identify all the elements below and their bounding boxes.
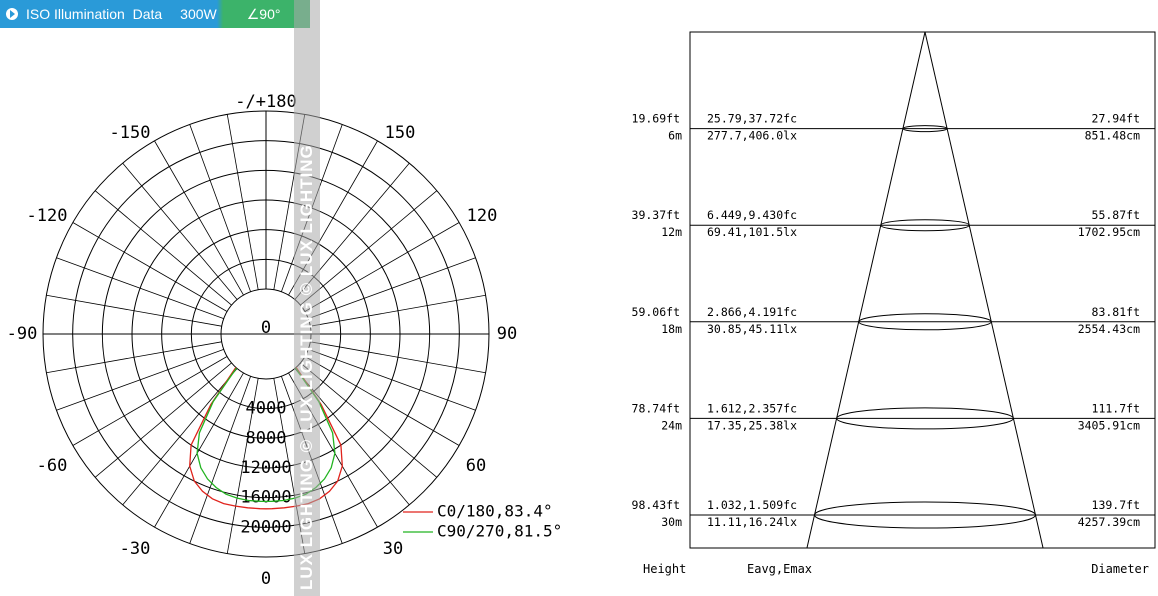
series-line-1 — [196, 367, 336, 503]
angle-label: -150 — [110, 123, 151, 143]
eavg-fc-value: 1.612,2.357fc — [707, 401, 797, 415]
beam-ellipse — [880, 219, 970, 232]
watermark-band — [294, 0, 320, 596]
angle-label: 90 — [497, 324, 517, 344]
radial-label: 8000 — [246, 428, 287, 448]
grid-spoke — [154, 140, 244, 296]
eavg-fc-value: 6.449,9.430fc — [707, 208, 797, 222]
header-angle: ∠90° — [246, 5, 281, 22]
grid-spoke — [226, 378, 259, 554]
cone-edge-right — [924, 31, 1044, 549]
diameter-cm-value: 3405.91cm — [1078, 418, 1140, 432]
eavg-lx-value: 17.35,25.38lx — [707, 418, 797, 432]
grid-spoke — [310, 294, 486, 327]
column-header: Eavg,Emax — [747, 562, 812, 576]
height-m-label: 18m — [661, 322, 682, 336]
grid-spoke — [189, 376, 251, 544]
radial-label: 0 — [261, 318, 271, 338]
series-line-0 — [189, 367, 343, 510]
column-header: Diameter — [1091, 562, 1149, 576]
header-bar: ISO Illumination Data 300W ∠90° — [0, 0, 310, 28]
cone-edge-left — [806, 31, 926, 549]
angle-label: -120 — [27, 206, 68, 226]
grid-spoke — [46, 341, 222, 374]
diameter-ft-value: 83.81ft — [1092, 305, 1140, 319]
grid-spoke — [56, 349, 224, 411]
grid-spoke — [46, 294, 222, 327]
eavg-lx-value: 30.85,45.11lx — [707, 322, 797, 336]
angle-label: 0 — [261, 569, 271, 589]
grid-spoke — [72, 222, 228, 312]
beam-ellipse — [858, 313, 992, 331]
grid-spoke — [304, 356, 460, 446]
grid-spoke — [122, 162, 238, 300]
grid-spoke — [189, 124, 251, 292]
radial-label: 4000 — [246, 399, 287, 419]
header-power: 300W — [180, 6, 217, 22]
eavg-lx-value: 69.41,101.5lx — [707, 225, 797, 239]
diameter-ft-value: 55.87ft — [1092, 208, 1140, 222]
grid-spoke — [56, 257, 224, 319]
grid-spoke — [94, 362, 232, 478]
angle-label: 60 — [466, 456, 486, 476]
beam-ellipse — [902, 125, 948, 133]
angle-label: 30 — [383, 539, 403, 559]
diameter-cm-value: 1702.95cm — [1078, 225, 1140, 239]
height-m-label: 12m — [661, 225, 682, 239]
grid-spoke — [304, 222, 460, 312]
beam-ellipse — [836, 407, 1014, 430]
grid-spoke — [308, 257, 476, 319]
eavg-fc-value: 2.866,4.191fc — [707, 305, 797, 319]
angle-label: 120 — [467, 206, 498, 226]
eavg-fc-value: 1.032,1.509fc — [707, 498, 797, 512]
diameter-ft-value: 27.94ft — [1092, 112, 1140, 126]
height-m-label: 6m — [668, 129, 682, 143]
header-title: ISO Illumination Data — [26, 6, 163, 22]
eavg-lx-value: 11.11,16.24lx — [707, 515, 797, 529]
grid-spoke — [226, 114, 259, 290]
diameter-cm-value: 2554.43cm — [1078, 322, 1140, 336]
angle-label: -/+180 — [235, 92, 296, 112]
radial-label: 12000 — [240, 458, 291, 478]
diameter-cm-value: 851.48cm — [1085, 129, 1140, 143]
height-m-label: 24m — [661, 418, 682, 432]
grid-spoke — [154, 372, 244, 528]
grid-spoke — [300, 190, 438, 306]
radial-label: 16000 — [240, 488, 291, 508]
height-m-label: 30m — [661, 515, 682, 529]
legend-label-1: C90/270,81.5° — [437, 522, 562, 541]
eavg-lx-value: 277.7,406.0lx — [707, 129, 797, 143]
grid-spoke — [310, 341, 486, 374]
grid-spoke — [72, 356, 228, 446]
height-ft-label: 39.37ft — [632, 208, 680, 222]
diameter-cm-value: 4257.39cm — [1078, 515, 1140, 529]
legend-label-0: C0/180,83.4° — [437, 502, 553, 521]
cone-frame — [689, 31, 1156, 549]
eavg-fc-value: 25.79,37.72fc — [707, 112, 797, 126]
height-ft-label: 19.69ft — [632, 112, 680, 126]
beam-ellipse — [814, 501, 1036, 529]
watermark-text: LUX LIGHTING © LUX LIGHTING © LUX LIGHTI… — [297, 144, 316, 590]
height-ft-label: 59.06ft — [632, 305, 680, 319]
angle-label: -60 — [37, 456, 68, 476]
angle-label: 150 — [385, 123, 416, 143]
play-circle-icon — [6, 8, 18, 20]
diameter-ft-value: 111.7ft — [1092, 401, 1140, 415]
grid-spoke — [300, 362, 438, 478]
radial-label: 20000 — [240, 517, 291, 537]
height-ft-label: 98.43ft — [632, 498, 680, 512]
column-header: Height — [643, 562, 686, 576]
grid-spoke — [122, 368, 238, 506]
height-ft-label: 78.74ft — [632, 401, 680, 415]
grid-spoke — [94, 190, 232, 306]
diameter-ft-value: 139.7ft — [1092, 498, 1140, 512]
angle-label: -30 — [120, 539, 151, 559]
grid-spoke — [308, 349, 476, 411]
angle-label: -90 — [7, 324, 38, 344]
